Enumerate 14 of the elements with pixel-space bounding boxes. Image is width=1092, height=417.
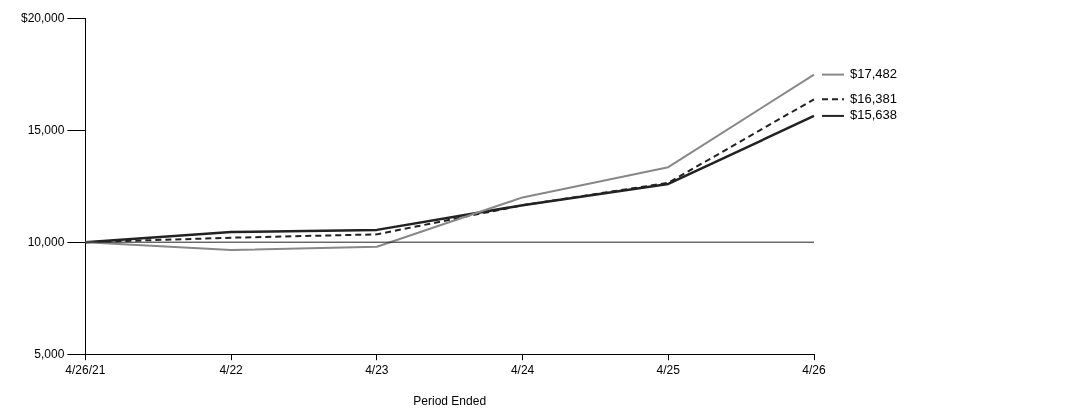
y-tick-label: 10,000 [27,234,65,249]
data-label: $17,482 [850,66,897,82]
y-tick-label: 5,000 [34,346,65,361]
x-tick-label: 4/22 [219,362,244,377]
data-label: $16,381 [850,90,897,106]
y-tick-label: $20,000 [20,10,65,25]
x-tick-label: 4/23 [365,362,389,377]
data-label: $15,638 [850,107,897,123]
x-tick-label: 4/26/21 [65,362,106,377]
x-tick-label: 4/26 [802,362,826,377]
x-axis-title: Period Ended [413,394,487,409]
x-tick-label: 4/25 [656,362,681,377]
x-tick-label: 4/24 [510,362,535,377]
y-tick-label: 15,000 [27,122,65,137]
